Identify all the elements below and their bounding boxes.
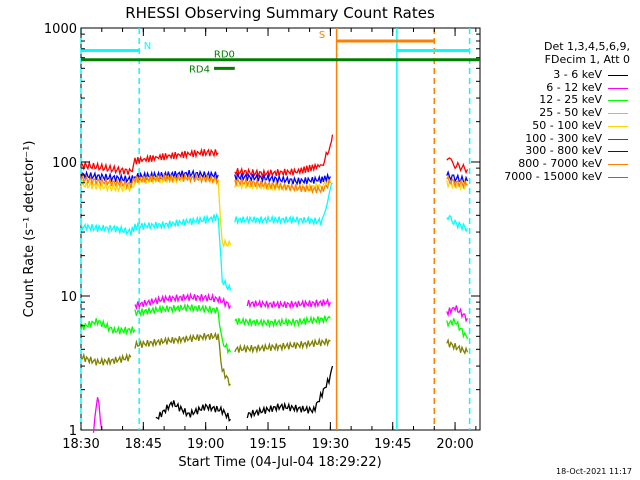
x-tick-label: 20:00: [436, 437, 473, 452]
series-line: [246, 365, 334, 419]
legend-entry: 3 - 6 keV: [553, 68, 602, 81]
legend-entry: 800 - 7000 keV: [518, 156, 602, 170]
series-line: [80, 147, 219, 176]
y-tick-label: 1: [69, 424, 77, 439]
legend-entry: 12 - 25 keV: [539, 93, 602, 107]
y-tick-label: 100: [52, 156, 77, 171]
y-tick-label: 1000: [44, 22, 77, 37]
annotation-label: RD0: [214, 50, 235, 61]
series-line: [155, 400, 232, 422]
x-tick-label: 18:30: [62, 437, 99, 452]
legend-swatch: [608, 176, 628, 178]
series-line: [234, 176, 331, 195]
legend-entry: 6 - 12 keV: [546, 80, 602, 94]
legend-swatch: [608, 113, 628, 115]
legend-entry: 7000 - 15000 keV: [504, 169, 602, 183]
legend-swatch: [608, 75, 628, 76]
legend-entry: 100 - 300 keV: [525, 131, 602, 145]
series-line: [446, 157, 469, 175]
series-line: [80, 172, 232, 249]
legend-swatch: [608, 125, 628, 127]
annotation-bar-label: RD4: [189, 64, 210, 75]
x-tick-label: 19:15: [249, 437, 286, 452]
series-line: [446, 318, 469, 339]
legend-swatch: [608, 151, 628, 153]
series-line: [92, 397, 103, 433]
series-line: [234, 337, 331, 355]
plot-frame: [80, 27, 481, 431]
series-line: [234, 171, 331, 186]
series-line: [134, 302, 232, 355]
annotation-layer: RD4 N S RD0: [80, 28, 480, 430]
series-line: [80, 318, 136, 336]
series-line: [134, 292, 232, 311]
legend-header-line-2: FDecim 1, Att 0: [544, 53, 630, 66]
series-line: [234, 314, 331, 329]
series-line: [446, 180, 469, 192]
series-line: [446, 175, 468, 190]
y-tick-label: 10: [60, 290, 77, 305]
x-tick-label: 19:45: [374, 437, 411, 452]
axis-layer: 18:30 18:45 19:00 19:15 19:30 19:45 20:00 1 10 10…: [44, 22, 480, 452]
x-tick-label: 19:00: [187, 437, 224, 452]
series-line: [246, 297, 332, 310]
footer-timestamp: 18-Oct-2021 11:17: [556, 467, 632, 476]
series-line: [134, 331, 232, 387]
x-tick-label: 19:30: [312, 437, 349, 452]
chart-title: RHESSI Observing Summary Count Rates: [125, 4, 435, 22]
annotation-label: N: [144, 41, 151, 52]
legend-header: Det 1,3,4,5,6,9, FDecim 1, Att 0: [544, 40, 630, 66]
series-line: [446, 337, 469, 355]
series-line: [80, 172, 219, 190]
legend-swatch: [608, 138, 628, 140]
series-line: [80, 212, 232, 291]
series-line: [234, 182, 333, 227]
legend-entry: 25 - 50 keV: [539, 106, 602, 120]
legend-swatch: [608, 163, 628, 165]
series-line: [234, 134, 334, 180]
annotation-label: S: [319, 30, 325, 41]
x-axis-label: Start Time (04-Jul-04 18:29:22): [178, 455, 381, 470]
x-tick-label: 18:45: [125, 437, 162, 452]
legend-header-line-1: Det 1,3,4,5,6,9,: [543, 40, 630, 53]
legend-entry: 50 - 100 keV: [532, 118, 602, 132]
series-layer: [80, 134, 469, 433]
y-axis-label: Count Rate (s⁻¹ detector⁻¹): [22, 141, 37, 318]
series-line: [446, 214, 469, 233]
legend-swatch: [608, 100, 628, 102]
series-line: [446, 305, 469, 323]
legend-swatch: [608, 87, 628, 89]
series-line: [80, 352, 132, 367]
legend-entry: 300 - 800 keV: [525, 144, 602, 158]
